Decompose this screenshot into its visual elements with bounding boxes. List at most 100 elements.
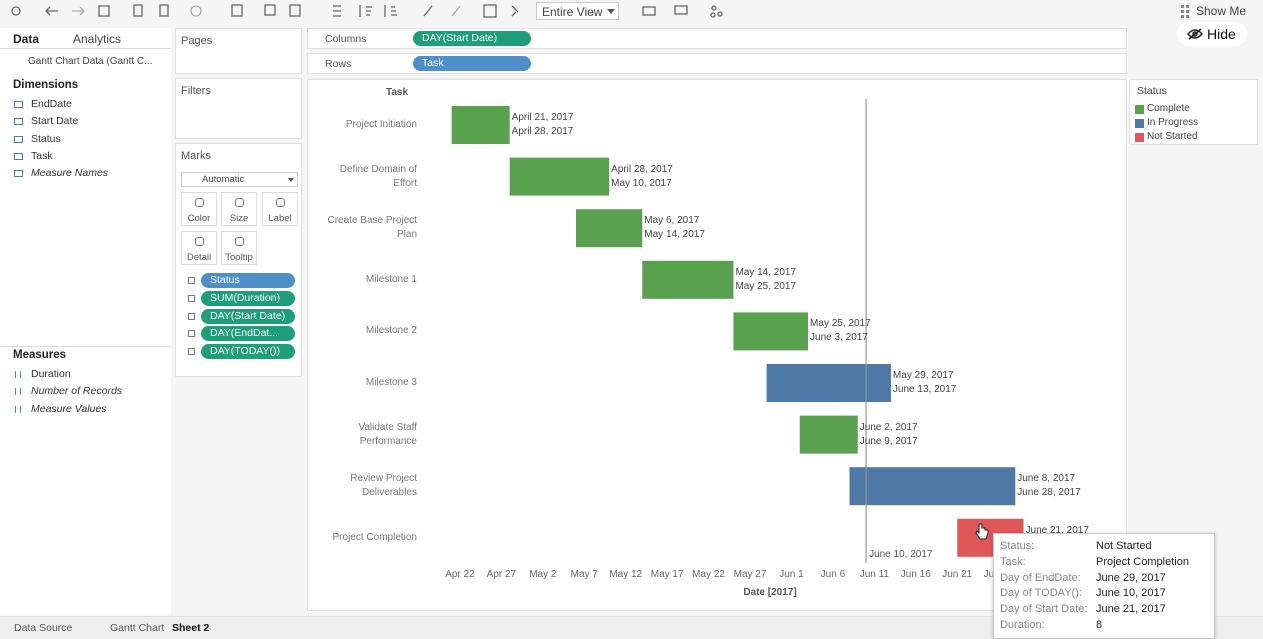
end-date-label: April 28, 2017: [511, 126, 574, 137]
x-tick-label: Apr 22: [445, 569, 475, 580]
x-tick-label: Jun 21: [942, 569, 973, 580]
gantt-plot: [451, 99, 1024, 563]
columns-shelf: Columns DAY(Start Date): [307, 28, 1127, 49]
legend-item[interactable]: In Progress: [1147, 117, 1199, 128]
rows-pill[interactable]: Task: [413, 56, 531, 71]
mark-button[interactable]: Detail: [181, 231, 217, 265]
sheet-tab[interactable]: Sheet 2: [172, 622, 210, 634]
data-pane-tabs-bg: [0, 28, 171, 49]
pill-role-icon: [188, 330, 195, 338]
tooltip-key: Task:: [1000, 555, 1026, 568]
tooltip-value: Not Started: [1096, 540, 1152, 552]
x-tick-label: May 27: [733, 569, 767, 580]
x-tick-label: May 7: [570, 569, 598, 580]
x-tick-label: May 12: [609, 569, 643, 580]
marks-pill[interactable]: SUM(Duration): [201, 290, 295, 306]
x-tick-label: Jun 6: [820, 569, 846, 580]
mouse-cursor: [975, 523, 989, 540]
measure-field[interactable]: Measure Values: [31, 402, 107, 415]
tooltip-key: Day of Start Date:: [1000, 603, 1088, 616]
mark-type-text: Automatic: [202, 174, 245, 185]
task-name: Milestone 3: [365, 377, 417, 388]
x-tick-label: May 17: [650, 569, 684, 580]
mark-button-label: Detail: [186, 252, 212, 263]
end-date-label: June 28, 2017: [1017, 487, 1081, 499]
end-date-label: June 13, 2017: [892, 384, 957, 395]
mark-button[interactable]: Size: [221, 192, 257, 226]
toolbar-icons: [11, 4, 723, 18]
task-label: Milestone 3: [317, 363, 417, 403]
analytics-tab[interactable]: Analytics: [73, 32, 122, 46]
sheet-tab[interactable]: Gantt Chart: [110, 622, 165, 634]
tooltip-value: Project Completion: [1096, 555, 1189, 568]
marks-pill[interactable]: DAY(TODAY()): [201, 344, 295, 360]
marks-pill[interactable]: Status: [201, 273, 295, 288]
marks-pill[interactable]: DAY(EndDat...: [201, 326, 295, 342]
gantt-bar: [733, 312, 809, 351]
measure-field[interactable]: Duration: [31, 368, 71, 380]
start-date-label: April 21, 2017: [511, 112, 574, 123]
data-pane: Data Analytics Gantt Chart Data (Gantt C..…: [0, 28, 171, 614]
measure-field[interactable]: Number of Records: [31, 385, 123, 398]
data-source[interactable]: Gantt Chart Data (Gantt C...: [28, 56, 153, 67]
rows-shelf-title: Rows: [325, 58, 352, 70]
end-date-label: June 9, 2017: [859, 435, 918, 447]
legend: Status Complete In Progress Not Started: [1129, 79, 1258, 145]
data-tab[interactable]: Data: [13, 32, 40, 46]
dimension-field[interactable]: EndDate: [31, 98, 72, 110]
hide-button[interactable]: Hide: [1177, 22, 1247, 46]
task-label: Create Base Project Plan: [317, 208, 418, 248]
sheet-tab[interactable]: Data Source: [14, 622, 73, 634]
dimensions-title: Dimensions: [13, 79, 79, 91]
x-tick-label: Jun 16: [900, 569, 931, 580]
fit-dropdown[interactable]: Entire View: [536, 2, 619, 20]
end-date-label: May 25, 2017: [735, 280, 797, 292]
mark-button[interactable]: Label: [262, 192, 298, 226]
gantt-bar: [849, 467, 1016, 506]
legend-item[interactable]: Not Started: [1147, 131, 1198, 142]
tooltip: Status: Not Started Task: Project Completio…: [993, 533, 1215, 639]
mark-button-icon: [195, 198, 204, 207]
columns-pill[interactable]: DAY(Start Date): [413, 31, 531, 46]
dimension-field[interactable]: Status: [31, 132, 61, 145]
legend-item[interactable]: Complete: [1147, 103, 1190, 114]
mark-button[interactable]: Color: [181, 192, 217, 226]
marks-pill[interactable]: DAY(Start Date): [201, 308, 295, 324]
task-label: Project Completion: [317, 518, 417, 558]
start-date-label: May 6, 2017: [644, 215, 700, 227]
pill-role-icon: [188, 312, 195, 320]
dimension-field[interactable]: Start Date: [31, 115, 79, 128]
pill-role-icon: [188, 348, 195, 356]
start-date-label: June 21, 2017: [1025, 524, 1089, 536]
pill-role-icon: [188, 294, 195, 302]
mark-type-dropdown[interactable]: Automatic: [181, 172, 298, 187]
field-icon: [14, 118, 23, 126]
chart-view: Task Project Initiation April 21, 2017 Apri…: [307, 79, 1127, 611]
x-tick-label: May 22: [692, 569, 725, 580]
task-label: Milestone 1: [317, 260, 417, 300]
task-name: Review Project Deliverables: [350, 473, 417, 499]
field-icon: [15, 405, 21, 413]
start-date-label: April 28, 2017: [611, 163, 673, 175]
marks-title: Marks: [181, 150, 211, 162]
legend-swatch: [1135, 133, 1144, 142]
end-date-label: May 10, 2017: [611, 177, 672, 189]
mark-button-label: Label: [268, 213, 292, 224]
pages-card: Pages: [175, 28, 302, 74]
task-name: Define Domain of Effort: [339, 163, 417, 189]
field-icon: [15, 371, 21, 378]
show-me-icon: [1181, 5, 1189, 18]
task-name: Create Base Project Plan: [327, 215, 418, 241]
start-date-label: June 8, 2017: [1017, 473, 1076, 485]
x-axis-title: Date [2017]: [743, 587, 797, 598]
show-me-button[interactable]: Show Me: [1196, 4, 1247, 18]
mark-button[interactable]: Tooltip: [221, 231, 257, 265]
mark-button-label: Color: [187, 213, 211, 224]
tooltip-key: Status:: [1000, 540, 1035, 552]
dimension-field[interactable]: Measure Names: [31, 167, 109, 180]
tooltip-key: Day of EndDate:: [1000, 571, 1081, 584]
dimension-field[interactable]: Task: [31, 149, 53, 162]
mark-button-label: Size: [229, 213, 249, 224]
gantt-bar: [799, 415, 858, 454]
field-icon: [14, 101, 23, 108]
